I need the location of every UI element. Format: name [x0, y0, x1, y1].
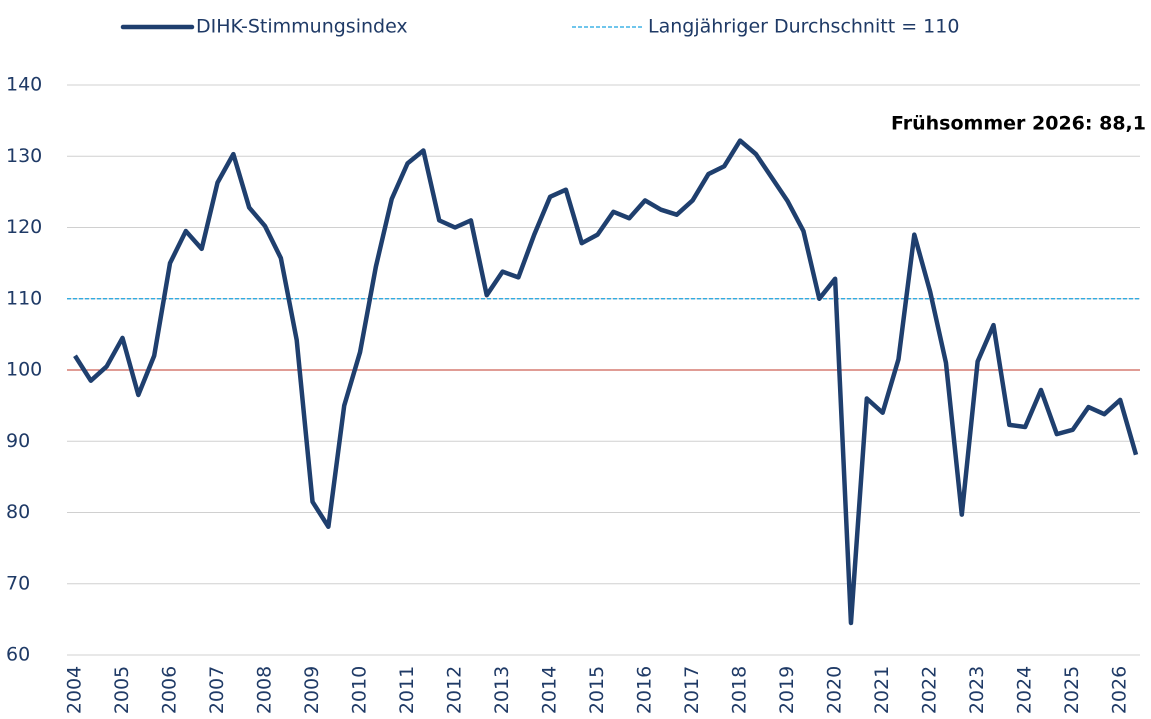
x-tick-label: 2022 [919, 666, 941, 714]
x-tick-label: 2008 [254, 666, 276, 714]
y-tick-label: 110 [6, 287, 42, 309]
legend-label: DIHK-Stimmungsindex [196, 16, 408, 38]
x-tick-label: 2021 [871, 666, 893, 714]
annotation: Frühsommer 2026: 88,1 [891, 113, 1146, 135]
x-tick-label: 2024 [1014, 666, 1036, 714]
x-tick-label: 2007 [206, 666, 228, 714]
y-tick-label: 60 [6, 644, 30, 666]
x-tick-label: 2018 [729, 666, 751, 714]
x-tick-label: 2011 [396, 666, 418, 714]
x-tick-label: 2016 [634, 666, 656, 714]
x-tick-label: 2009 [301, 666, 323, 714]
y-tick-label: 140 [6, 74, 42, 96]
y-tick-label: 70 [6, 572, 30, 594]
x-tick-label: 2023 [966, 666, 988, 714]
x-tick-label: 2025 [1061, 666, 1083, 714]
x-tick-label: 2020 [824, 666, 846, 714]
x-tick-label: 2004 [64, 666, 86, 714]
y-tick-label: 130 [6, 145, 42, 167]
y-tick-label: 100 [6, 359, 42, 381]
x-tick-label: 2015 [586, 666, 608, 714]
x-tick-label: 2005 [111, 666, 133, 714]
y-tick-label: 90 [6, 430, 30, 452]
x-tick-label: 2026 [1109, 666, 1131, 714]
x-tick-label: 2019 [776, 666, 798, 714]
legend-label: Langjähriger Durchschnitt = 110 [648, 16, 959, 38]
x-tick-label: 2013 [491, 666, 513, 714]
x-tick-label: 2006 [159, 666, 181, 714]
x-tick-label: 2017 [681, 666, 703, 714]
y-tick-label: 120 [6, 216, 42, 238]
y-tick-label: 80 [6, 501, 30, 523]
series-line [73, 138, 1139, 626]
x-tick-label: 2012 [444, 666, 466, 714]
x-tick-label: 2014 [539, 666, 561, 714]
x-tick-label: 2010 [349, 666, 371, 714]
